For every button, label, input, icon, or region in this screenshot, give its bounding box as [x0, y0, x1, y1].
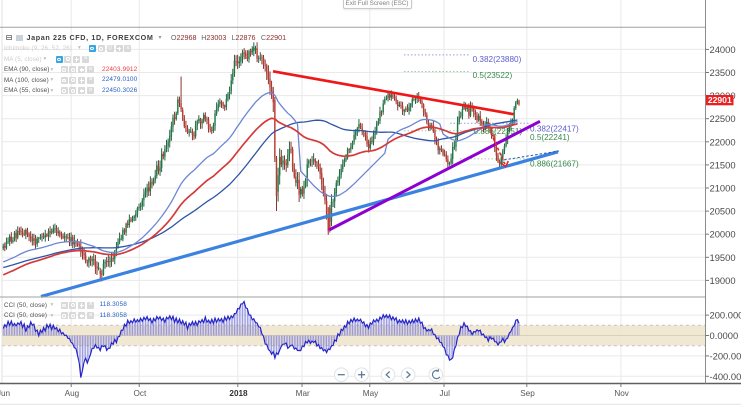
svg-text:Sep: Sep	[520, 389, 535, 398]
svg-text:20000: 20000	[710, 229, 736, 240]
svg-text:-200.0000: -200.0000	[710, 350, 741, 361]
svg-text:23500: 23500	[710, 67, 736, 78]
svg-text:22500: 22500	[710, 113, 736, 124]
svg-text:0.5(22241): 0.5(22241)	[530, 133, 570, 142]
svg-text:0.5(23522): 0.5(23522)	[473, 71, 513, 80]
svg-text:2018: 2018	[229, 389, 248, 398]
svg-text:0.0000: 0.0000	[710, 330, 739, 341]
svg-text:Jul: Jul	[439, 389, 450, 398]
svg-text:Mar: Mar	[296, 389, 310, 398]
svg-text:22000: 22000	[710, 136, 736, 147]
svg-text:Nov: Nov	[614, 389, 629, 398]
svg-text:200.0000: 200.0000	[710, 310, 741, 321]
svg-text:19500: 19500	[710, 252, 736, 263]
svg-text:0.886(21667): 0.886(21667)	[530, 159, 579, 168]
svg-text:Aug: Aug	[65, 389, 80, 398]
svg-text:20500: 20500	[710, 206, 736, 217]
svg-text:Jun: Jun	[0, 389, 11, 398]
svg-text:21500: 21500	[710, 159, 736, 170]
svg-text:21000: 21000	[710, 183, 736, 194]
svg-text:24000: 24000	[710, 44, 736, 55]
svg-text:-400.0000: -400.0000	[710, 371, 741, 382]
svg-text:19000: 19000	[710, 275, 736, 286]
svg-text:22901: 22901	[708, 95, 732, 105]
svg-text:0.382(22417): 0.382(22417)	[530, 124, 579, 133]
svg-text:Oct: Oct	[134, 389, 147, 398]
svg-text:May: May	[363, 389, 379, 398]
svg-text:0.886(22351): 0.886(22351)	[474, 127, 523, 136]
svg-text:0.382(23880): 0.382(23880)	[473, 55, 522, 64]
